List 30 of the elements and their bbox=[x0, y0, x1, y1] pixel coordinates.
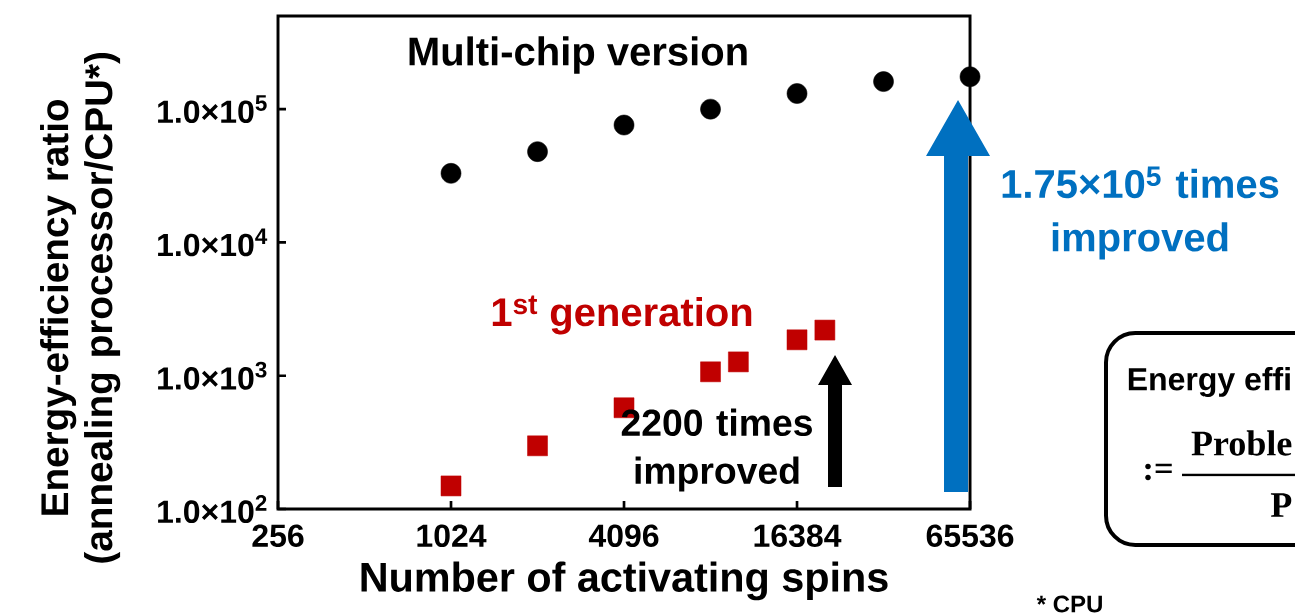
text: P bbox=[1270, 493, 1292, 517]
series-label: Multi-chip version bbox=[409, 36, 747, 74]
point bbox=[700, 361, 721, 383]
x-tick-label: 256 bbox=[252, 524, 304, 548]
text: 1.75×10$^{5}$ times improved bbox=[1002, 166, 1279, 260]
point bbox=[527, 141, 548, 162]
y-tick-label: 1.0×10$^{3}$ bbox=[158, 361, 267, 390]
x-tick-label: 16384 bbox=[754, 524, 842, 548]
x-tick-label: 1024 bbox=[417, 524, 487, 548]
text: * CPU bbox=[1036, 595, 1102, 613]
text: := bbox=[1145, 463, 1172, 481]
text: Energy effi bbox=[1128, 367, 1290, 397]
x-tick-label: 4096 bbox=[588, 524, 659, 548]
point bbox=[613, 114, 635, 136]
point bbox=[440, 163, 462, 184]
y-axis-title: Energy-efficiency ratio (annealing processor/CPU*) bbox=[40, 53, 121, 563]
point bbox=[700, 98, 721, 120]
y-tick-label: 1.0×10$^{2}$ bbox=[158, 495, 267, 523]
x-tick-label: 65536 bbox=[926, 524, 1014, 548]
point bbox=[786, 83, 808, 104]
point bbox=[873, 71, 894, 92]
text: Proble bbox=[1191, 430, 1292, 456]
point bbox=[440, 475, 462, 497]
y-tick-label: 1.0×10$^{5}$ bbox=[158, 95, 267, 124]
series-label: 1$^{st}$ generation bbox=[492, 295, 752, 335]
point bbox=[527, 435, 548, 457]
annotation: 2200 times improved bbox=[621, 408, 812, 492]
point bbox=[959, 66, 981, 88]
x-axis-title: Number of activating spins bbox=[361, 561, 888, 601]
y-tick-label: 1.0×10$^{4}$ bbox=[158, 228, 268, 257]
